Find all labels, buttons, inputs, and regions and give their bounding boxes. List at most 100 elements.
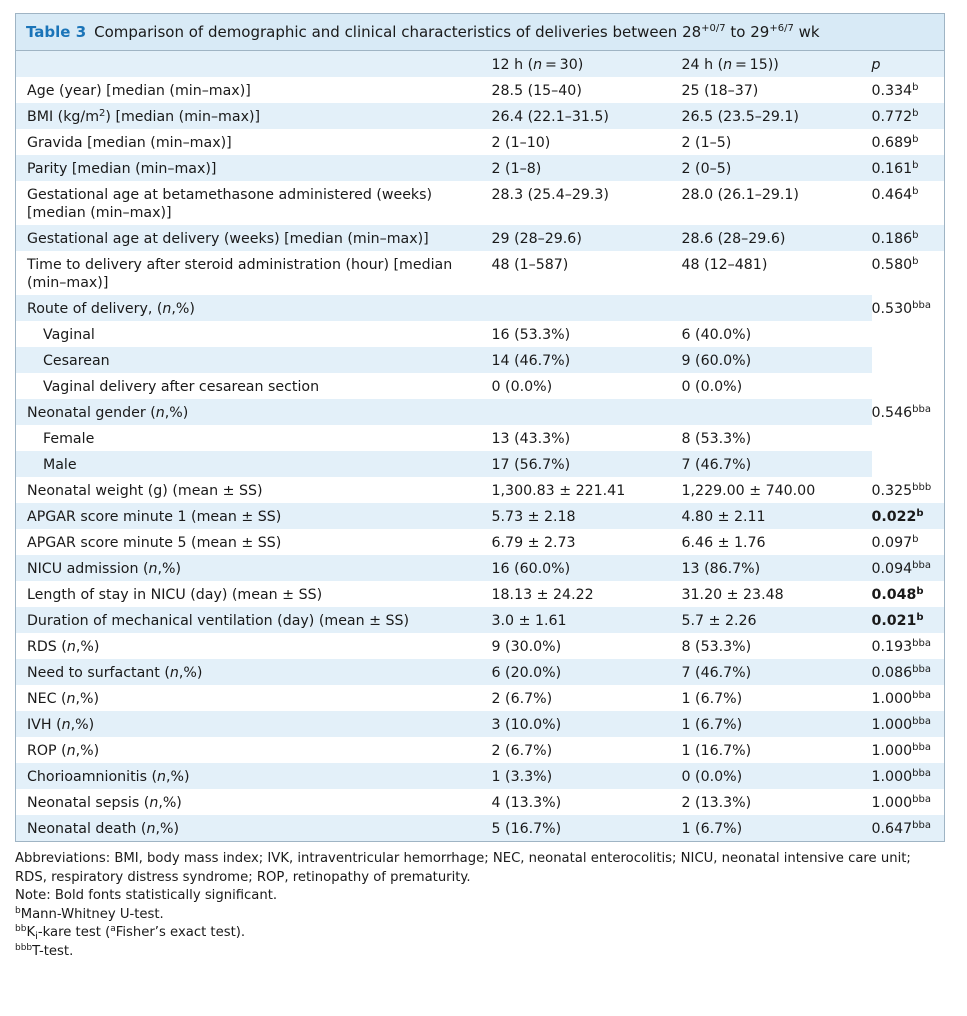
cell-p-value: 0.086bba: [871, 659, 945, 685]
table-row: Time to delivery after steroid administr…: [16, 251, 945, 295]
table-row: Neonatal gender (n,%) 0.546bba: [15, 399, 945, 477]
cell-p-value: 0.022b: [871, 503, 945, 529]
cell-24h: 1 (16.7%): [681, 743, 752, 759]
cell-12h: 13 (43.3%): [491, 431, 571, 447]
cell-12h: 2 (1–8): [491, 155, 682, 181]
row-label: Vaginal: [43, 327, 95, 343]
cell-p-value: 0.580b: [871, 256, 919, 274]
header-cell-label: [15, 50, 492, 77]
table-row: Length of stay in NICU (day) (mean ± SS)…: [16, 581, 945, 607]
cell-24h: [681, 399, 872, 425]
table-row: NICU admission (n,%) 16 (60.0%) 13 (86.7%)…: [15, 555, 945, 581]
cell-24h: 4.80 ± 2.11: [681, 503, 872, 529]
cell-12h: 26.4 (22.1–31.5): [491, 103, 682, 129]
cell-12h: 1 (3.3%): [491, 763, 682, 789]
cell-12h: 6 (20.0%): [491, 659, 682, 685]
table-row: APGAR score minute 5 (mean ± SS) 6.79 ± 2…: [16, 529, 945, 555]
row-label: Length of stay in NICU (day) (mean ± SS): [27, 587, 323, 603]
cell-12h: 5.73 ± 2.18: [491, 503, 682, 529]
row-label: Vaginal delivery after cesarean section: [43, 379, 320, 395]
cell-24h: 31.20 ± 23.48: [681, 587, 784, 603]
caption-text: Comparison of demographic and clinical c…: [94, 23, 702, 41]
caption-sup-1: +0/7: [701, 23, 726, 34]
cell-24h: 0 (0.0%): [681, 763, 872, 789]
row-label: IVH (n,%): [15, 711, 492, 737]
header-cell-12h: 12 h (n = 30): [491, 50, 682, 77]
abbreviations-note: Abbreviations: BMI, body mass index; IVK…: [15, 851, 911, 885]
cell-p-value: 0.647bba: [871, 815, 945, 842]
row-label: Need to surfactant (n,%): [15, 659, 492, 685]
cell-24h: 28.6 (28–29.6): [681, 225, 872, 251]
cell-24h: 2 (13.3%): [681, 795, 752, 811]
row-label: Gravida [median (min–max)]: [27, 135, 232, 151]
table-row: Gravida [median (min–max)] 2 (1–10) 2 (1–5…: [16, 129, 945, 155]
table-label: Table 3: [26, 23, 87, 41]
table-row: Male 17 (56.7%) 7 (46.7%): [15, 451, 945, 477]
cell-p-value: 0.325bbb: [871, 482, 932, 500]
row-label: Parity [median (min–max)]: [15, 155, 492, 181]
table-row: NEC (n,%) 2 (6.7%) 1 (6.7%) 1.000bba: [16, 685, 945, 711]
cell-24h: 9 (60.0%): [681, 347, 872, 373]
cell-p-value: 0.021b: [871, 607, 945, 633]
cell-12h: 17 (56.7%): [491, 451, 682, 477]
row-label: Duration of mechanical ventilation (day)…: [15, 607, 492, 633]
table-row: Neonatal sepsis (n,%) 4 (13.3%) 2 (13.3%) 1…: [16, 789, 945, 815]
cell-p-value: 0.097b: [871, 534, 919, 552]
cell-12h: 2 (6.7%): [491, 743, 553, 759]
data-table: Table 3 Comparison of demographic and cli…: [15, 13, 945, 842]
row-label: Route of delivery, (n,%): [15, 295, 492, 321]
table-row: Route of delivery, (n,%) 0.530bba: [15, 295, 945, 399]
cell-p-value: 0.689b: [871, 134, 919, 152]
cell-12h: 16 (60.0%): [491, 555, 682, 581]
row-label: Age (year) [median (min–max)]: [27, 83, 251, 99]
table-row: Chorioamnionitis (n,%) 1 (3.3%) 0 (0.0%) 1.…: [15, 763, 945, 789]
cell-12h: 0 (0.0%): [491, 379, 553, 395]
cell-12h: 5 (16.7%): [491, 815, 682, 842]
row-label: RDS (n,%): [27, 639, 100, 655]
cell-12h: 1,300.83 ± 221.41: [491, 483, 626, 499]
cell-p-value: 1.000bba: [871, 763, 945, 789]
cell-24h: 6 (40.0%): [681, 327, 752, 343]
row-label: Gestational age at delivery (weeks) [med…: [15, 225, 492, 251]
cell-p-value: 1.000bba: [871, 711, 945, 737]
cell-12h: 18.13 ± 24.22: [491, 587, 594, 603]
table-row: Vaginal delivery after cesarean section 0…: [16, 373, 945, 399]
cell-p-value: 0.193bba: [871, 638, 931, 656]
cell-12h: 48 (1–587): [491, 257, 569, 273]
cell-24h: 8 (53.3%): [681, 639, 752, 655]
row-label: Neonatal weight (g) (mean ± SS): [27, 483, 263, 499]
table-row: IVH (n,%) 3 (10.0%) 1 (6.7%) 1.000bba: [15, 711, 945, 737]
row-label: Neonatal gender (n,%): [15, 399, 492, 425]
row-label: APGAR score minute 5 (mean ± SS): [27, 535, 282, 551]
cell-p-value: 0.530bba: [871, 295, 945, 399]
header-cell-p: p: [871, 50, 945, 77]
cell-24h: 2 (1–5): [681, 135, 732, 151]
cell-12h: 28.5 (15–40): [491, 83, 582, 99]
cell-24h: 1 (6.7%): [681, 711, 872, 737]
table-row: Vaginal 16 (53.3%) 6 (40.0%): [16, 321, 945, 347]
cell-24h: [681, 295, 872, 321]
cell-p-value: 1.000bba: [871, 690, 931, 708]
cell-24h: 1 (6.7%): [681, 815, 872, 842]
cell-p-value: 1.000bba: [871, 742, 931, 760]
cell-24h: 2 (0–5): [681, 155, 872, 181]
table-row: Cesarean 14 (46.7%) 9 (60.0%): [15, 347, 945, 373]
row-label: Cesarean: [15, 347, 492, 373]
cell-24h: 26.5 (23.5–29.1): [681, 103, 872, 129]
cell-p-value: 0.334b: [871, 82, 919, 100]
row-label: Neonatal sepsis (n,%): [27, 795, 182, 811]
header-row: 12 h (n = 30) 24 h (n = 15)) p: [15, 50, 945, 77]
table-row: Age (year) [median (min–max)] 28.5 (15–40…: [16, 77, 945, 103]
table-row: RDS (n,%) 9 (30.0%) 8 (53.3%) 0.193bba: [16, 633, 945, 659]
row-label: Female: [43, 431, 95, 447]
table-caption: Table 3 Comparison of demographic and cli…: [15, 13, 945, 51]
cell-p-value: 0.161b: [871, 155, 945, 181]
cell-p-value: 0.546bba: [871, 399, 945, 477]
row-label: ROP (n,%): [27, 743, 100, 759]
cell-24h: 0 (0.0%): [681, 379, 743, 395]
footnote-mann-whitney: bMann-Whitney U-test.: [15, 905, 164, 922]
cell-12h: 9 (30.0%): [491, 639, 562, 655]
cell-24h: 1,229.00 ± 740.00: [681, 483, 816, 499]
cell-12h: 16 (53.3%): [491, 327, 571, 343]
cell-24h: 28.0 (26.1–29.1): [681, 187, 799, 203]
